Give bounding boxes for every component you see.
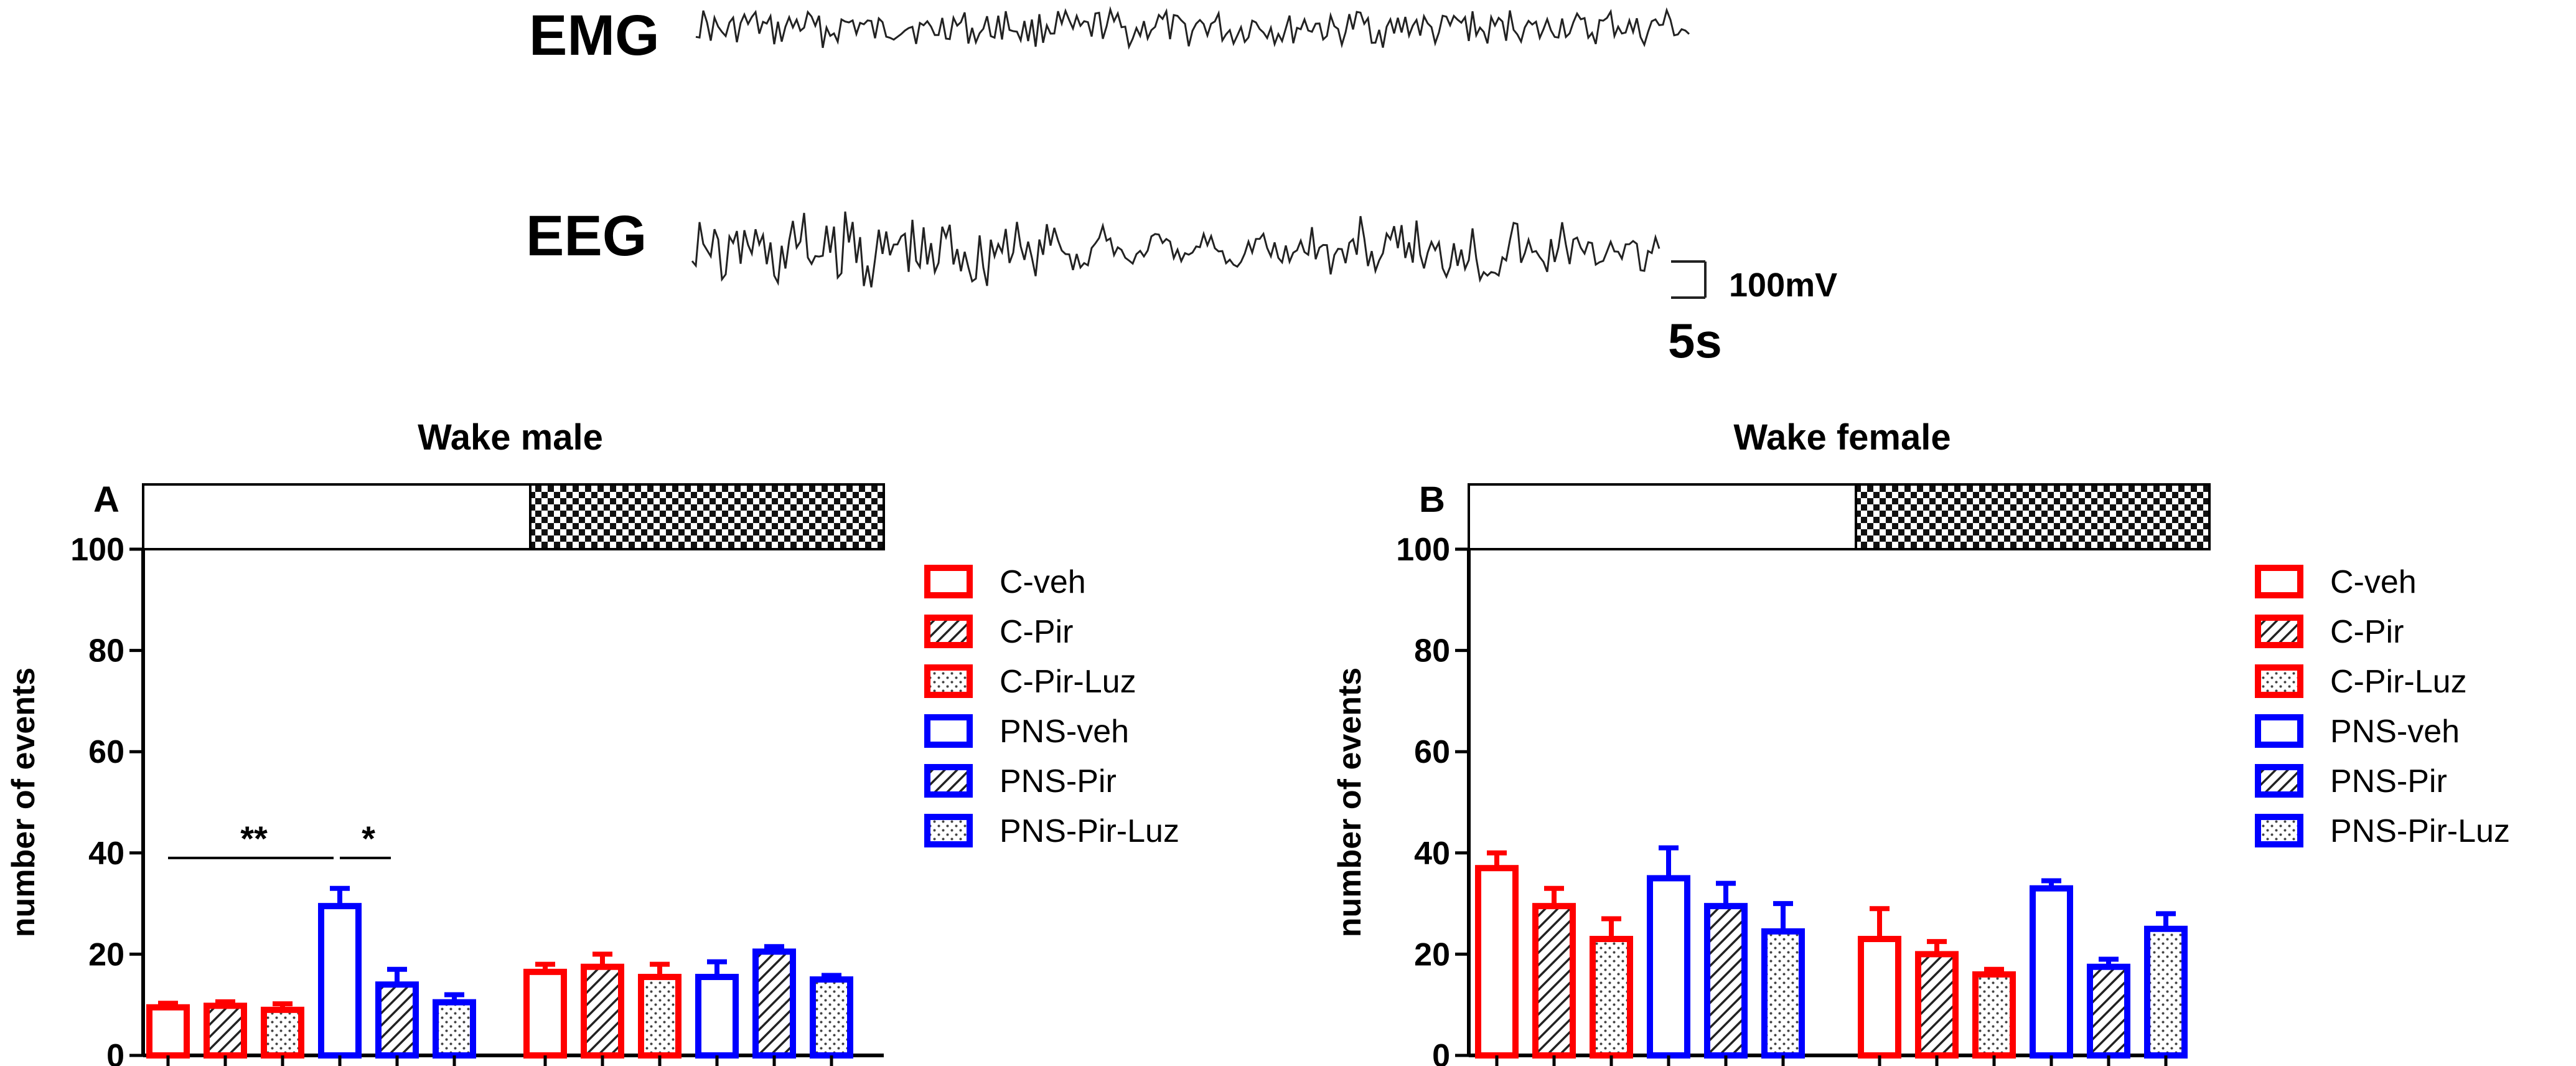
legend-swatch bbox=[2255, 814, 2303, 847]
y-tick-label: 20 bbox=[88, 936, 124, 973]
legend-label: PNS-Pir-Luz bbox=[2330, 813, 2510, 849]
legend-swatch bbox=[2255, 764, 2303, 798]
bar bbox=[1532, 903, 1576, 1059]
chart-title: Wake female bbox=[1733, 417, 1951, 458]
legend-swatch bbox=[924, 764, 973, 798]
scale-time-label: 5s bbox=[1668, 313, 1722, 368]
y-tick-label: 60 bbox=[88, 734, 124, 770]
emg-trace bbox=[695, 6, 1690, 50]
panel-label: B bbox=[1419, 479, 1445, 520]
legend-swatch bbox=[2255, 664, 2303, 698]
bar bbox=[2087, 963, 2130, 1059]
legend-label: C-Pir-Luz bbox=[1000, 664, 1136, 700]
legend-swatch bbox=[2255, 615, 2303, 648]
bar bbox=[1915, 951, 1959, 1059]
bar bbox=[638, 973, 681, 1059]
panel-label: A bbox=[93, 479, 119, 520]
y-tick-label: 40 bbox=[1414, 836, 1450, 872]
y-tick-label: 100 bbox=[70, 532, 124, 568]
legend-label: C-Pir bbox=[1000, 614, 1073, 650]
scale-voltage-label: 100mV bbox=[1729, 266, 1837, 304]
y-tick-label: 40 bbox=[88, 836, 124, 872]
legend-swatch bbox=[924, 814, 973, 847]
dark-phase-bar bbox=[1855, 483, 2211, 550]
legend-swatch bbox=[924, 664, 973, 698]
legend-swatch bbox=[924, 615, 973, 648]
legend-swatch bbox=[924, 714, 973, 748]
y-tick-label: 0 bbox=[106, 1038, 124, 1066]
legend-label: PNS-veh bbox=[2330, 714, 2460, 750]
eeg-trace bbox=[691, 211, 1660, 288]
y-tick-label: 80 bbox=[88, 633, 124, 669]
legend-label: C-veh bbox=[1000, 564, 1086, 600]
legend-label: PNS-Pir bbox=[2330, 763, 2447, 800]
bar bbox=[1704, 903, 1748, 1059]
legend-label: C-Pir-Luz bbox=[2330, 664, 2467, 700]
bar bbox=[1475, 865, 1519, 1059]
significance-label: * bbox=[362, 819, 375, 858]
bar bbox=[1590, 936, 1633, 1059]
y-tick-label: 80 bbox=[1414, 633, 1450, 669]
bar bbox=[1647, 875, 1690, 1059]
dark-phase-bar bbox=[529, 483, 885, 550]
legend-swatch bbox=[924, 565, 973, 598]
y-tick-label: 0 bbox=[1432, 1038, 1450, 1066]
bar bbox=[523, 968, 567, 1059]
bar bbox=[695, 973, 739, 1059]
legend-label: PNS-Pir-Luz bbox=[1000, 813, 1179, 849]
bar bbox=[2030, 885, 2073, 1059]
bar bbox=[1972, 971, 2016, 1059]
legend-swatch bbox=[2255, 714, 2303, 748]
bar bbox=[581, 963, 624, 1059]
bar bbox=[433, 999, 476, 1059]
y-tick-label: 20 bbox=[1414, 936, 1450, 973]
trace-area: EMG EEG 100mV 5s bbox=[526, 4, 1837, 368]
bar bbox=[752, 948, 796, 1059]
y-axis-label: number of events bbox=[6, 667, 42, 937]
chart-title: Wake male bbox=[418, 417, 603, 458]
legend-label: PNS-Pir bbox=[1000, 763, 1117, 800]
bar bbox=[375, 981, 419, 1059]
light-phase-bar bbox=[142, 483, 532, 550]
significance-label: ** bbox=[240, 819, 268, 858]
legend-label: PNS-veh bbox=[1000, 714, 1129, 750]
y-axis-label: number of events bbox=[1332, 667, 1368, 937]
bar bbox=[810, 976, 853, 1059]
bar bbox=[146, 1004, 190, 1059]
light-phase-bar bbox=[1468, 483, 1857, 550]
bar bbox=[2144, 925, 2188, 1059]
eeg-label: EEG bbox=[526, 204, 647, 268]
y-tick-label: 100 bbox=[1396, 532, 1450, 568]
legend-swatch bbox=[2255, 565, 2303, 598]
bar bbox=[318, 903, 362, 1059]
emg-label: EMG bbox=[529, 4, 660, 67]
scale-bar bbox=[1671, 260, 1707, 299]
bar bbox=[1761, 928, 1805, 1059]
bar bbox=[1858, 936, 1901, 1059]
chart-panel-b: Wake female B 0 20 40 60 80 100 number of events… bbox=[1332, 417, 2510, 1066]
bar bbox=[261, 1006, 304, 1059]
y-tick-label: 60 bbox=[1414, 734, 1450, 770]
legend-label: C-veh bbox=[2330, 564, 2417, 600]
legend-label: C-Pir bbox=[2330, 614, 2404, 650]
bar bbox=[204, 1002, 247, 1059]
